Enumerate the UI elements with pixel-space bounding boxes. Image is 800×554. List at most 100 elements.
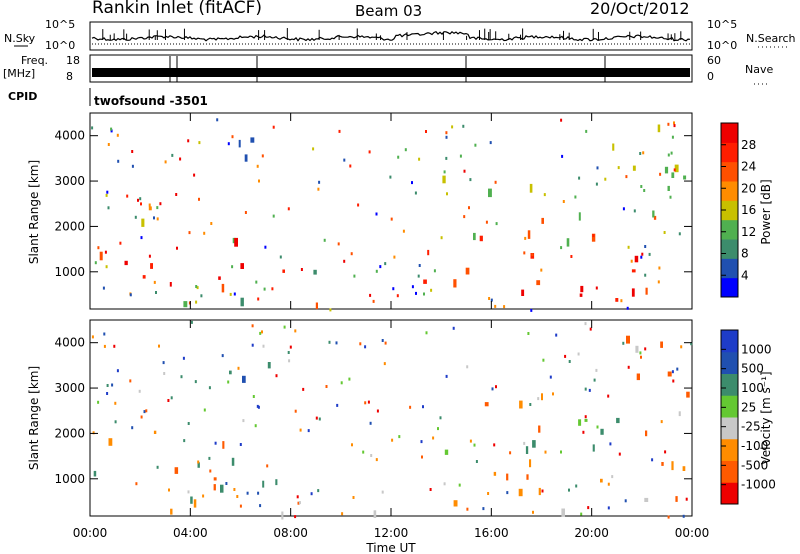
- scatter-cell: [272, 125, 275, 129]
- scatter-cell: [495, 385, 497, 389]
- scatter-cell: [463, 215, 466, 219]
- data-cell: [592, 444, 595, 452]
- velocity-ylabel: Slant Range [km]: [27, 366, 41, 470]
- data-cell: [153, 430, 157, 434]
- data-cell: [193, 499, 197, 508]
- data-cell: [527, 230, 531, 239]
- scatter-cell: [294, 515, 297, 519]
- noise-tick-low-right: 10^0: [707, 39, 737, 52]
- scatter-cell: [110, 129, 113, 133]
- scatter-cell: [490, 298, 493, 302]
- scatter-cell: [644, 273, 647, 277]
- scatter-cell: [542, 358, 545, 362]
- colorbar-swatch: [721, 330, 738, 353]
- scatter-cell: [336, 403, 339, 407]
- scatter-cell: [239, 443, 242, 446]
- scatter-cell: [203, 408, 206, 412]
- cpid-row: CPID twofsound -3501: [8, 88, 208, 108]
- velocity-colorbar: 1000 500 100 25 -25 -100 -500 -1000: [720, 329, 776, 505]
- scatter-cell: [595, 286, 598, 290]
- noise-tick-high-right: 10^5: [707, 18, 737, 31]
- freq-gaps: [169, 56, 606, 82]
- colorbar-tick-label: 1000: [741, 342, 772, 356]
- scatter-cell: [452, 326, 455, 330]
- scatter-cell: [596, 425, 599, 429]
- scatter-cell: [106, 392, 109, 395]
- scatter-cell: [233, 292, 236, 296]
- data-cell: [660, 341, 663, 348]
- scatter-cell: [622, 207, 625, 211]
- scatter-cell: [595, 182, 598, 186]
- scatter-cell: [338, 129, 341, 133]
- scatter-cell: [198, 141, 201, 145]
- scatter-cell: [106, 190, 109, 194]
- scatter-cell: [261, 154, 264, 158]
- scatter-cell: [379, 265, 382, 269]
- scatter-cell: [423, 292, 425, 296]
- data-cell: [635, 345, 639, 353]
- data-cell: [634, 255, 639, 263]
- scatter-cell: [398, 435, 401, 439]
- freq-trace: [92, 68, 690, 77]
- scatter-cell: [673, 124, 676, 128]
- noise-sky-line: [91, 30, 691, 42]
- scatter-cell: [404, 148, 407, 152]
- scatter-cell: [664, 450, 667, 454]
- scatter-cell: [183, 439, 186, 443]
- data-cell: [242, 375, 246, 383]
- data-cell: [493, 471, 497, 476]
- scatter-cell: [494, 304, 497, 308]
- scatter-cell: [523, 441, 526, 445]
- scatter-cell: [375, 212, 378, 216]
- colorbar-tick-label: 4: [741, 268, 749, 282]
- scatter-cell: [318, 180, 321, 184]
- x-tick-label: 20:00: [574, 526, 609, 540]
- scatter-cell: [162, 361, 165, 365]
- data-cell: [124, 260, 128, 266]
- scatter-cell: [445, 135, 448, 139]
- data-cell: [579, 293, 583, 297]
- data-cell: [313, 269, 317, 275]
- scatter-cell: [180, 375, 183, 379]
- scatter-cell: [296, 495, 299, 499]
- scatter-cell: [570, 255, 573, 258]
- scatter-cell: [221, 354, 224, 358]
- scatter-cell: [97, 400, 100, 404]
- colorbar-swatch: [721, 482, 738, 505]
- colorbar-swatch: [721, 417, 738, 440]
- scatter-cell: [107, 143, 110, 146]
- scatter-cell: [353, 274, 356, 278]
- scatter-cell: [560, 450, 562, 454]
- scatter-cell: [627, 365, 630, 369]
- scatter-cell: [156, 465, 159, 469]
- colorbar-tick-label: 12: [741, 225, 756, 239]
- scatter-cell: [129, 293, 132, 297]
- scatter-cell: [289, 345, 292, 349]
- velocity-heatmap: [91, 320, 693, 520]
- colorbar-swatch: [721, 395, 738, 418]
- y-tick-label: 4000: [54, 129, 85, 143]
- scatter-cell: [667, 153, 670, 157]
- data-cell: [538, 487, 541, 496]
- scatter-cell: [640, 185, 643, 188]
- scatter-cell: [318, 417, 321, 421]
- scatter-cell: [195, 285, 198, 288]
- data-cell: [519, 400, 523, 409]
- data-cell: [240, 297, 244, 307]
- scatter-cell: [256, 164, 259, 168]
- scatter-cell: [350, 252, 353, 256]
- scatter-cell: [509, 451, 512, 455]
- scatter-cell: [294, 329, 297, 333]
- scatter-cell: [445, 131, 448, 135]
- scatter-cell: [411, 181, 413, 185]
- scatter-cell: [658, 266, 661, 270]
- colorbar-swatch: [721, 200, 738, 221]
- scatter-cell: [607, 482, 610, 486]
- freq-label: Freq.: [21, 54, 48, 67]
- scatter-cell: [208, 386, 211, 390]
- scatter-cell: [231, 135, 234, 139]
- y-tick-label: 4000: [54, 336, 85, 350]
- scatter-cell: [607, 394, 610, 398]
- data-cell: [521, 289, 525, 296]
- data-cell: [561, 508, 565, 517]
